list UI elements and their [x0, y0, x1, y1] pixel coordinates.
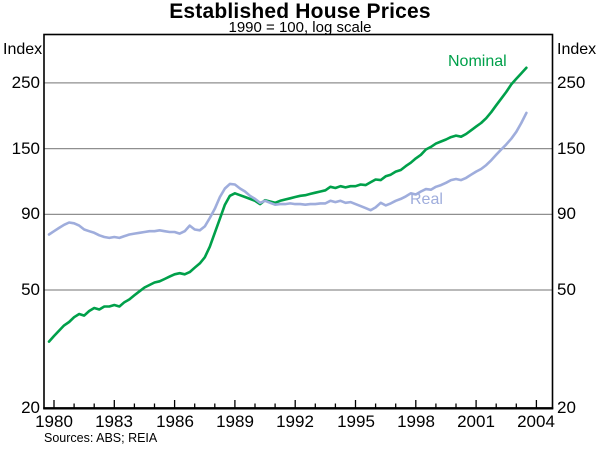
- y-axis-label-right-150: 150: [557, 139, 586, 158]
- series-line-nominal: [47, 66, 528, 343]
- sources-note: Sources: ABS; REIA: [44, 431, 158, 445]
- chart-subtitle: 1990 = 100, log scale: [228, 19, 372, 36]
- x-axis-label-1989: 1989: [216, 412, 254, 431]
- y-axis-label-left-50: 50: [21, 280, 40, 299]
- x-axis-label-1980: 1980: [35, 412, 73, 431]
- x-axis-label-1995: 1995: [337, 412, 375, 431]
- y-axis-unit-right: Index: [557, 41, 597, 58]
- series-line-real: [47, 111, 528, 240]
- y-axis-label-left-20: 20: [21, 398, 40, 417]
- y-axis-label-right-50: 50: [557, 280, 576, 299]
- y-axis-label-right-20: 20: [557, 398, 576, 417]
- x-axis-label-1998: 1998: [397, 412, 435, 431]
- y-axis-unit-left: Index: [3, 41, 43, 58]
- x-axis-label-1983: 1983: [95, 412, 133, 431]
- y-axis-label-left-90: 90: [21, 204, 40, 223]
- x-axis-label-2001: 2001: [457, 412, 495, 431]
- x-axis-label-2004: 2004: [517, 412, 555, 431]
- y-axis-label-right-90: 90: [557, 204, 576, 223]
- y-axis-label-left-250: 250: [11, 73, 40, 92]
- chart-title: Established House Prices: [169, 0, 431, 23]
- x-axis-label-1986: 1986: [156, 412, 194, 431]
- plot-border: [43, 33, 554, 409]
- series-label-real: Real: [410, 191, 443, 208]
- series-label-nominal: Nominal: [448, 53, 507, 70]
- y-axis-label-left-150: 150: [11, 139, 40, 158]
- x-axis-label-1992: 1992: [276, 412, 314, 431]
- y-axis-label-right-250: 250: [557, 73, 586, 92]
